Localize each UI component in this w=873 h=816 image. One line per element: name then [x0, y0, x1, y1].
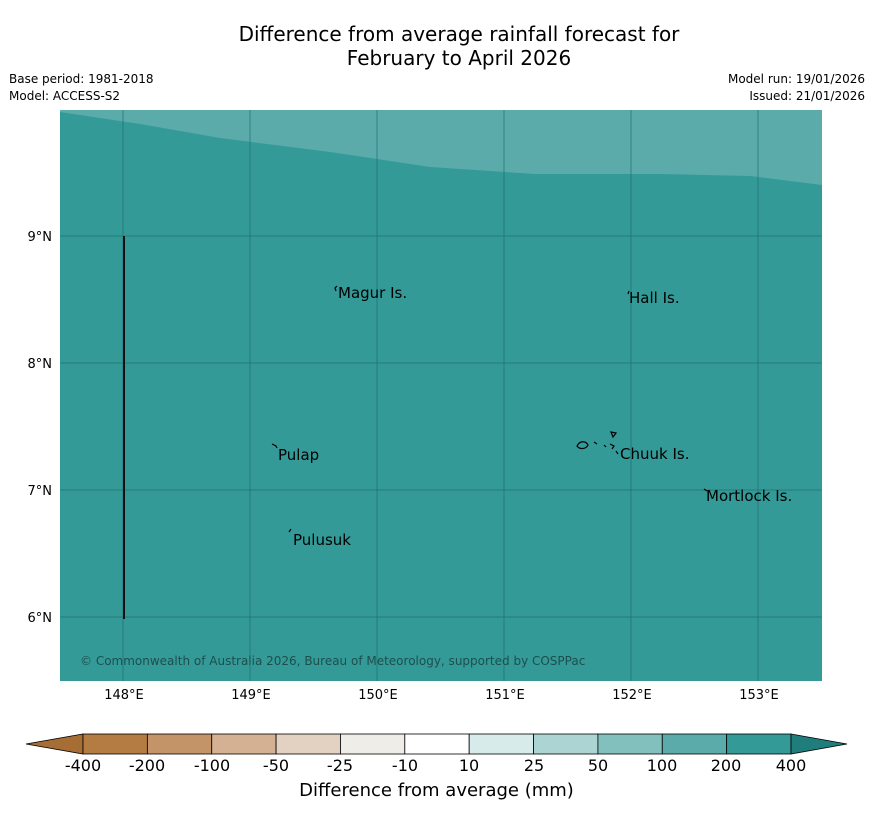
label-hall: Hall Is.: [629, 289, 680, 307]
cbar-tick: 50: [587, 756, 609, 775]
meta-left: Base period: 1981-2018 Model: ACCESS-S2: [9, 71, 154, 105]
cbar-swatch: [533, 733, 599, 755]
cbar-swatch: [661, 733, 728, 755]
cbar-tick: -100: [193, 756, 231, 775]
lon-label-153: 153°E: [739, 688, 779, 700]
cbar-tick: -200: [128, 756, 166, 775]
colorbar-swatches: [25, 733, 848, 755]
lat-label-6: 6°N: [28, 611, 53, 626]
issued-date: Issued: 21/01/2026: [749, 89, 865, 103]
cbar-tick: -50: [262, 756, 290, 775]
lat-label-7: 7°N: [28, 484, 53, 499]
title-line-1: Difference from average rainfall forecas…: [238, 22, 680, 46]
cbar-tick: -400: [64, 756, 102, 775]
cbar-tick: 25: [523, 756, 545, 775]
grid-lines: [60, 110, 822, 681]
cbar-swatch: [275, 733, 341, 755]
cbar-tick: 10: [458, 756, 480, 775]
lon-label-151: 151°E: [485, 688, 525, 700]
lon-label-150: 150°E: [358, 688, 398, 700]
label-magur: Magur Is.: [338, 284, 407, 302]
title-line-2: February to April 2026: [346, 46, 572, 70]
cbar-swatch: [340, 733, 406, 755]
cbar-tick: -25: [326, 756, 354, 775]
label-chuuk: Chuuk Is.: [620, 445, 689, 463]
cbar-swatch: [146, 733, 213, 755]
island-pulap: [271, 443, 278, 449]
island-pulusuk: [288, 528, 292, 533]
cbar-swatch: [82, 733, 148, 755]
cbar-tick: -10: [391, 756, 419, 775]
island-chuuk: [576, 431, 619, 455]
model-run: Model run: 19/01/2026: [727, 72, 865, 86]
cbar-swatch: [468, 733, 534, 755]
cbar-tick: 200: [710, 756, 742, 775]
island-mortlock: [703, 488, 708, 492]
map-panel: Magur Is. Hall Is. Pulap Chuuk Is. Mortl…: [28, 110, 822, 700]
label-mortlock: Mortlock Is.: [706, 487, 792, 505]
cbar-tick: 400: [775, 756, 807, 775]
label-pulusuk: Pulusuk: [293, 531, 351, 549]
colorbar-label: Difference from average (mm): [299, 780, 574, 801]
cbar-swatch: [726, 733, 792, 755]
lon-label-152: 152°E: [612, 688, 652, 700]
lon-label-149: 149°E: [231, 688, 271, 700]
model-name: Model: ACCESS-S2: [9, 89, 121, 103]
island-hall: [627, 290, 630, 295]
cbar-tick: 100: [646, 756, 678, 775]
cbar-extend-low: [25, 733, 84, 755]
island-magur: [334, 285, 338, 292]
rainfall-fill-main: [60, 110, 822, 681]
island-shapes: [271, 285, 708, 533]
lat-label-8: 8°N: [28, 357, 53, 372]
cbar-swatch: [404, 733, 470, 755]
copyright-notice: © Commonwealth of Australia 2026, Bureau…: [80, 654, 585, 668]
lon-label-148: 148°E: [104, 688, 144, 700]
cbar-swatch: [597, 733, 663, 755]
cbar-extend-high: [790, 733, 848, 755]
base-period: Base period: 1981-2018: [9, 72, 154, 86]
meta-right: Model run: 19/01/2026 Issued: 21/01/2026: [728, 71, 865, 105]
cbar-swatch: [211, 733, 277, 755]
map-title: Difference from average rainfall forecas…: [0, 22, 873, 70]
lat-label-9: 9°N: [28, 230, 53, 245]
label-pulap: Pulap: [278, 446, 319, 464]
